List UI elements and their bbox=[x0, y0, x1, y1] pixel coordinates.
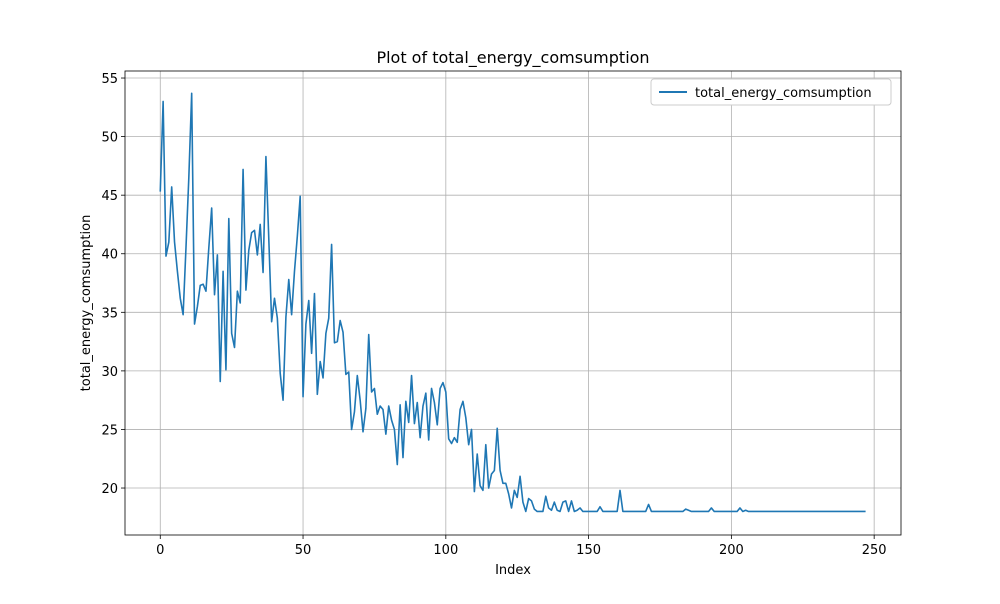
y-tick-label: 35 bbox=[101, 306, 118, 321]
y-tick-label: 30 bbox=[101, 365, 118, 380]
y-tick-label: 40 bbox=[101, 248, 118, 263]
legend-label: total_energy_comsumption bbox=[695, 86, 872, 101]
axes-frame bbox=[124, 70, 902, 536]
chart-title: Plot of total_energy_comsumption bbox=[376, 48, 649, 68]
legend: total_energy_comsumption bbox=[650, 78, 892, 106]
y-tick-label: 55 bbox=[101, 72, 118, 87]
data-line bbox=[159, 92, 866, 513]
y-tick-label: 20 bbox=[101, 482, 118, 497]
x-tick-label: 100 bbox=[433, 543, 458, 558]
y-tick-label: 45 bbox=[101, 189, 118, 204]
x-axis-label: Index bbox=[495, 563, 531, 578]
y-tick-label: 25 bbox=[101, 423, 118, 438]
x-tick-label: 150 bbox=[576, 543, 601, 558]
x-tick-label: 50 bbox=[295, 543, 312, 558]
x-tick-label: 0 bbox=[156, 543, 164, 558]
plot-area: 0 50 100 150 200 250 20 25 30 35 40 45 50 55 total_ene… bbox=[101, 70, 902, 558]
y-tick-label: 50 bbox=[101, 131, 118, 146]
y-axis-label: total_energy_comsumption bbox=[79, 215, 94, 392]
legend-box bbox=[650, 78, 892, 106]
x-tick-label: 200 bbox=[719, 543, 744, 558]
x-tick-label: 250 bbox=[862, 543, 887, 558]
